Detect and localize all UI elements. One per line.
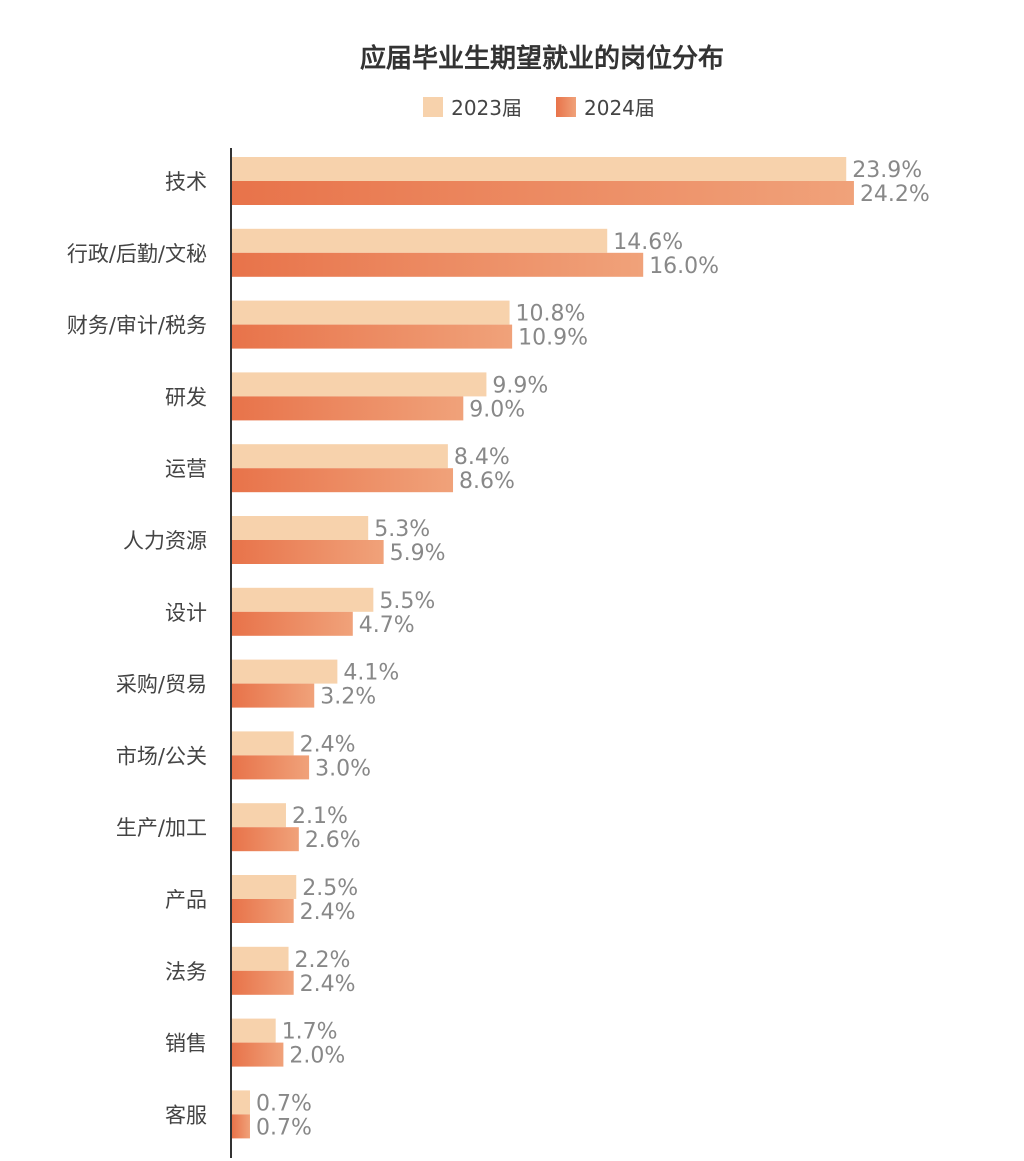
bar-2024届-5 xyxy=(232,540,384,564)
value-label: 2.4% xyxy=(300,972,356,997)
bar-2023届-8 xyxy=(232,731,294,756)
bar-2024届-9 xyxy=(232,827,299,852)
category-label: 销售 xyxy=(165,1032,207,1056)
bar-2023届-5 xyxy=(232,516,369,540)
value-label: 0.7% xyxy=(256,1115,312,1140)
category-label: 研发 xyxy=(165,385,207,409)
category-label: 设计 xyxy=(165,601,207,625)
value-label: 4.7% xyxy=(359,613,415,638)
category-label: 运营 xyxy=(165,457,207,481)
category-label: 技术 xyxy=(165,170,207,194)
value-label: 10.9% xyxy=(518,326,588,351)
bar-2023届-10 xyxy=(232,875,297,899)
legend-swatch-2023 xyxy=(423,96,444,117)
value-label: 2.6% xyxy=(305,828,361,853)
value-label: 23.9% xyxy=(852,158,922,183)
category-label: 采购/贸易 xyxy=(116,673,207,697)
bar-2023届-4 xyxy=(232,444,448,469)
value-label: 9.9% xyxy=(492,373,548,398)
value-label: 16.0% xyxy=(649,254,719,279)
bar-2023届-9 xyxy=(232,803,286,828)
value-label: 14.6% xyxy=(613,230,683,255)
bar-2023届-7 xyxy=(232,659,338,684)
bar-2024届-2 xyxy=(232,324,513,349)
value-label: 5.3% xyxy=(374,517,430,542)
bar-2024届-8 xyxy=(232,755,310,780)
category-label: 行政/后勤/文秘 xyxy=(67,242,207,266)
bar-2023届-12 xyxy=(232,1018,276,1043)
value-label: 2.5% xyxy=(302,876,358,901)
bar-2023届-13 xyxy=(232,1090,250,1115)
category-label: 产品 xyxy=(165,888,207,912)
value-label: 2.0% xyxy=(289,1044,345,1069)
chart-title: 应届毕业生期望就业的岗位分布 xyxy=(359,44,724,74)
legend-item-2023: 2023届 xyxy=(423,92,522,121)
category-label: 客服 xyxy=(165,1103,207,1127)
bar-2023届-1 xyxy=(232,228,608,253)
bar-2024届-7 xyxy=(232,683,315,708)
value-label: 2.4% xyxy=(300,900,356,925)
legend: 2023届 2024届 xyxy=(0,92,1024,121)
value-label: 2.2% xyxy=(295,948,351,973)
legend-item-2024: 2024届 xyxy=(556,92,655,121)
value-label: 24.2% xyxy=(860,182,930,207)
bar-2024届-12 xyxy=(232,1042,284,1067)
bar-2023届-6 xyxy=(232,587,374,612)
legend-label-2023: 2023届 xyxy=(451,96,522,120)
value-label: 8.4% xyxy=(454,445,510,470)
bar-2024届-10 xyxy=(232,899,294,923)
bar-2024届-0 xyxy=(232,181,854,205)
value-label: 1.7% xyxy=(282,1020,338,1045)
bar-2023届-3 xyxy=(232,372,487,397)
value-label: 3.2% xyxy=(320,685,376,710)
value-label: 9.0% xyxy=(469,397,525,422)
value-label: 0.7% xyxy=(256,1091,312,1116)
bar-2023届-11 xyxy=(232,946,289,971)
category-label: 人力资源 xyxy=(123,529,207,553)
value-label: 8.6% xyxy=(459,469,515,494)
bar-2024届-3 xyxy=(232,396,464,421)
value-label: 10.8% xyxy=(516,302,586,327)
value-label: 2.4% xyxy=(300,732,356,757)
category-label: 生产/加工 xyxy=(116,816,207,840)
bar-2024届-4 xyxy=(232,468,454,493)
bar-2023届-0 xyxy=(232,157,847,181)
legend-swatch-2024 xyxy=(556,96,576,117)
value-label: 5.5% xyxy=(379,589,435,614)
value-label: 4.1% xyxy=(343,661,399,686)
category-label: 财务/审计/税务 xyxy=(67,314,207,338)
bar-2024届-13 xyxy=(232,1114,250,1139)
category-label: 市场/公关 xyxy=(116,744,207,768)
bar-2024届-11 xyxy=(232,970,294,995)
bar-2024届-1 xyxy=(232,252,644,277)
category-label: 法务 xyxy=(165,960,207,984)
legend-label-2024: 2024届 xyxy=(584,96,655,120)
bar-2023届-2 xyxy=(232,300,510,325)
bar-2024届-6 xyxy=(232,611,353,636)
value-label: 5.9% xyxy=(390,541,446,566)
value-label: 2.1% xyxy=(292,804,348,829)
value-label: 3.0% xyxy=(315,756,371,781)
